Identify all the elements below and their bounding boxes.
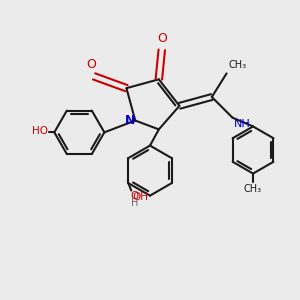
Text: N: N: [125, 114, 135, 127]
Text: NH: NH: [234, 119, 251, 129]
Text: H: H: [131, 198, 138, 208]
Text: O: O: [131, 191, 139, 201]
Text: CH₃: CH₃: [228, 61, 246, 70]
Text: CH₃: CH₃: [244, 184, 262, 194]
Text: O: O: [157, 32, 167, 45]
Text: OH: OH: [133, 192, 149, 202]
Text: HO: HO: [32, 126, 48, 136]
Text: O: O: [86, 58, 96, 71]
